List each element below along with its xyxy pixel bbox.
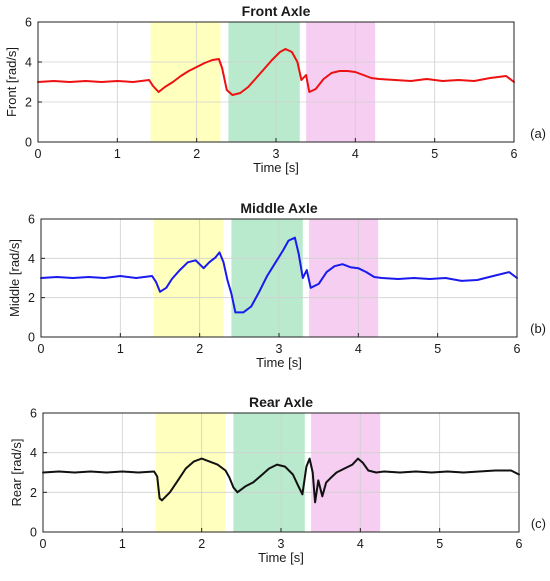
x-tick-label: 3 <box>276 342 283 356</box>
shaded-region-3 <box>306 22 376 142</box>
x-tick-label: 2 <box>193 147 200 161</box>
x-tick-label: 2 <box>196 342 203 356</box>
y-tick-label: 4 <box>30 446 37 460</box>
chart-panel-2: 0 1 2 3 4 5 6 0 2 4 6 Middle Axle Time [s] Middle [ra… <box>7 200 546 370</box>
panel-tag: (c) <box>531 516 546 531</box>
y-tick-label: 6 <box>28 213 35 227</box>
y-tick-label: 0 <box>30 526 37 540</box>
y-tick-label: 4 <box>28 252 35 266</box>
x-tick-label: 4 <box>355 342 362 356</box>
chart-panel-3: 0 1 2 3 4 5 6 0 2 4 6 Rear Axle Time [s] Rear [rad/s]… <box>9 394 546 565</box>
y-tick-label: 2 <box>30 486 37 500</box>
y-axis-label: Middle [rad/s] <box>7 239 22 317</box>
shaded-region-1 <box>150 22 221 142</box>
x-tick-label: 2 <box>198 537 205 551</box>
x-tick-label: 3 <box>278 537 285 551</box>
data-line-1 <box>37 48 515 96</box>
x-tick-label: 6 <box>511 147 518 161</box>
chart-title: Front Axle <box>242 3 311 19</box>
x-tick-label: 3 <box>273 147 280 161</box>
y-tick-label: 4 <box>25 56 32 70</box>
y-tick-label: 2 <box>25 96 32 110</box>
x-tick-label: 4 <box>357 537 364 551</box>
shaded-region-3 <box>309 219 379 337</box>
x-axis-label: Time [s] <box>256 355 302 370</box>
chart-panel-1: 0 1 2 3 4 5 6 0 2 4 6 Front Axle Time [s] Front [rad/… <box>4 3 546 175</box>
x-tick-label: 5 <box>436 537 443 551</box>
x-tick-label: 6 <box>516 537 523 551</box>
x-tick-label: 5 <box>434 342 441 356</box>
y-tick-label: 0 <box>25 136 32 150</box>
x-tick-label: 5 <box>431 147 438 161</box>
shaded-region-2 <box>233 413 305 532</box>
x-tick-label: 0 <box>35 147 42 161</box>
x-tick-label: 0 <box>40 537 47 551</box>
chart-title: Middle Axle <box>240 200 317 216</box>
y-tick-label: 2 <box>28 291 35 305</box>
x-tick-label: 6 <box>514 342 521 356</box>
chart-title: Rear Axle <box>249 394 313 410</box>
x-tick-label: 1 <box>119 537 126 551</box>
x-tick-label: 0 <box>38 342 45 356</box>
shaded-region-1 <box>153 219 224 337</box>
y-axis-label: Front [rad/s] <box>4 47 19 117</box>
x-axis-label: Time [s] <box>258 550 304 565</box>
panel-tag: (b) <box>530 321 546 336</box>
y-tick-label: 6 <box>30 407 37 421</box>
y-tick-label: 0 <box>28 331 35 345</box>
y-tick-label: 6 <box>25 16 32 30</box>
x-tick-label: 1 <box>117 342 124 356</box>
panel-tag: (a) <box>530 126 546 141</box>
x-tick-label: 1 <box>114 147 121 161</box>
y-axis-label: Rear [rad/s] <box>9 439 24 507</box>
data-line-1 <box>40 236 518 314</box>
shaded-region-1 <box>155 413 226 532</box>
shaded-region-2 <box>228 22 300 142</box>
x-tick-label: 4 <box>352 147 359 161</box>
x-axis-label: Time [s] <box>253 160 299 175</box>
shaded-region-3 <box>311 413 381 532</box>
data-line-1 <box>42 457 520 504</box>
